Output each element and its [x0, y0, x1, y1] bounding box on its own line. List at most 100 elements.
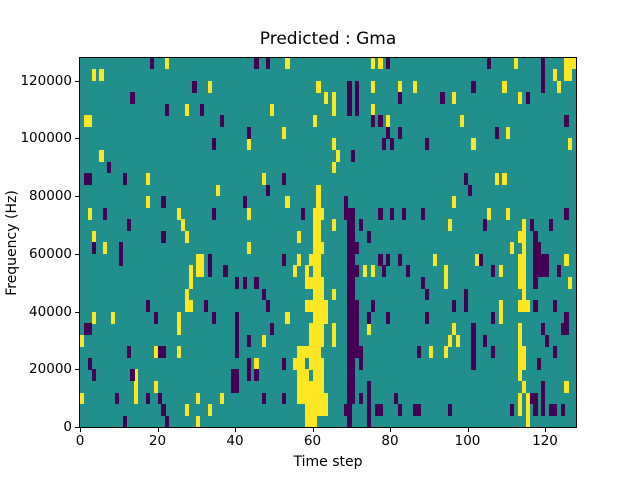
- heatmap-cell: [281, 173, 286, 185]
- heatmap-cell: [351, 265, 356, 278]
- heatmap-cell: [351, 242, 356, 255]
- heatmap-cell: [266, 184, 271, 197]
- heatmap-cell: [467, 184, 472, 197]
- heatmap-cell: [91, 369, 96, 382]
- chart-title: Predicted : Gma: [259, 29, 397, 49]
- heatmap-cell: [324, 92, 329, 105]
- heatmap-cell: [517, 265, 523, 278]
- heatmap-cell: [304, 404, 309, 416]
- heatmap-cell: [320, 277, 325, 289]
- heatmap-cell: [281, 253, 286, 266]
- heatmap-cell: [347, 346, 352, 359]
- heatmap-cell: [552, 404, 557, 416]
- heatmap-cell: [312, 392, 317, 405]
- heatmap-cell: [347, 242, 352, 255]
- heatmap-plot-area: [79, 56, 577, 429]
- heatmap-cell: [541, 392, 546, 405]
- heatmap-cell: [355, 300, 360, 312]
- heatmap-cell: [471, 357, 476, 370]
- heatmap-cell: [390, 207, 395, 220]
- x-tick-label: 120: [532, 433, 558, 449]
- heatmap-cell: [293, 357, 298, 370]
- heatmap-cell: [134, 380, 139, 393]
- y-tick-label: 40000: [29, 303, 72, 320]
- heatmap-cell: [122, 415, 127, 428]
- heatmap-cell: [331, 288, 337, 301]
- heatmap-cell: [316, 369, 321, 382]
- heatmap-cell: [479, 253, 484, 266]
- heatmap-cell: [347, 265, 352, 278]
- heatmap-cell: [552, 346, 557, 359]
- heatmap-cell: [134, 392, 139, 405]
- heatmap-cell: [417, 404, 422, 416]
- heatmap-cell: [386, 311, 391, 324]
- heatmap-cell: [254, 277, 259, 289]
- heatmap-cell: [568, 138, 573, 151]
- y-tick-label: 120000: [20, 72, 72, 89]
- heatmap-cell: [564, 57, 569, 70]
- heatmap-cell: [83, 323, 89, 336]
- heatmap-cell: [397, 92, 402, 105]
- heatmap-cell: [316, 230, 321, 243]
- heatmap-cell: [157, 346, 162, 359]
- heatmap-cell: [413, 80, 418, 93]
- heatmap-cell: [533, 230, 538, 243]
- heatmap-cell: [343, 207, 348, 220]
- heatmap-cell: [517, 230, 523, 243]
- heatmap-cell: [386, 57, 391, 70]
- heatmap-cell: [312, 277, 317, 289]
- heatmap-cell: [331, 138, 337, 151]
- heatmap-cell: [281, 392, 286, 405]
- heatmap-cell: [541, 380, 546, 393]
- heatmap-cell: [293, 265, 298, 278]
- y-tick-label: 0: [63, 419, 72, 436]
- heatmap-cell: [347, 219, 352, 232]
- heatmap-cell: [207, 265, 213, 278]
- heatmap-cell: [506, 207, 511, 220]
- heatmap-cell: [262, 392, 267, 405]
- y-tick-mark: [75, 311, 79, 313]
- heatmap-cell: [370, 57, 375, 70]
- heatmap-cell: [556, 80, 561, 93]
- heatmap-cell: [347, 230, 352, 243]
- heatmap-cell: [529, 219, 534, 232]
- heatmap-cell: [103, 242, 108, 255]
- heatmap-cell: [316, 207, 321, 220]
- heatmap-cell: [494, 126, 499, 139]
- y-tick-label: 80000: [29, 188, 72, 205]
- heatmap-cell: [320, 288, 325, 301]
- heatmap-cell: [533, 404, 538, 416]
- heatmap-cell: [324, 404, 329, 416]
- heatmap-cell: [351, 380, 356, 393]
- heatmap-cell: [308, 323, 313, 336]
- heatmap-cell: [165, 103, 170, 116]
- heatmap-cell: [235, 323, 240, 336]
- heatmap-cell: [471, 323, 476, 336]
- heatmap-cell: [424, 288, 430, 301]
- heatmap-cell: [297, 357, 302, 370]
- heatmap-cell: [312, 288, 317, 301]
- x-tick-label: 80: [381, 433, 399, 449]
- heatmap-cell: [440, 92, 445, 105]
- heatmap-cell: [262, 288, 267, 301]
- heatmap-cell: [266, 57, 271, 70]
- heatmap-cell: [424, 138, 430, 151]
- heatmap-cell: [87, 323, 92, 336]
- heatmap-cell: [510, 404, 515, 416]
- heatmap-cell: [184, 103, 189, 116]
- heatmap-cell: [165, 415, 170, 428]
- heatmap-cell: [517, 300, 523, 312]
- heatmap-cell: [397, 253, 402, 266]
- heatmap-cell: [254, 357, 259, 370]
- heatmap-cell: [246, 357, 251, 370]
- heatmap-cell: [180, 219, 185, 232]
- heatmap-cell: [351, 219, 356, 232]
- heatmap-cell: [498, 265, 503, 278]
- heatmap-cell: [316, 80, 321, 93]
- heatmap-cell: [455, 334, 461, 347]
- y-tick-label: 100000: [20, 130, 72, 147]
- heatmap-cell: [347, 277, 352, 289]
- heatmap-cell: [517, 369, 523, 382]
- heatmap-cell: [374, 404, 379, 416]
- heatmap-cell: [490, 265, 495, 278]
